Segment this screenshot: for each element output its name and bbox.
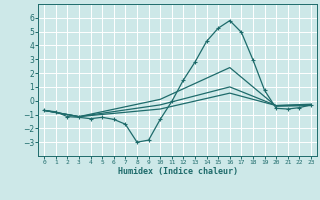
X-axis label: Humidex (Indice chaleur): Humidex (Indice chaleur) <box>118 167 238 176</box>
